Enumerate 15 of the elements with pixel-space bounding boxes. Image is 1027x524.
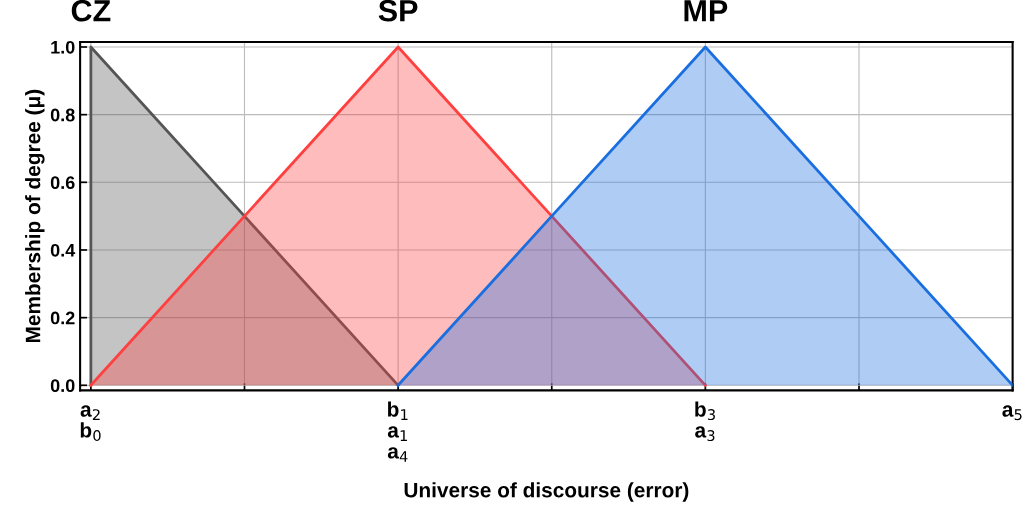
series-label: MP [684, 0, 728, 22]
x-tick-label: a$_{5}$ [1002, 405, 1022, 421]
y-tick-label: 0.6 [50, 176, 75, 190]
series-label: SP [378, 0, 418, 22]
y-tick-label: 0.0 [50, 379, 75, 393]
x-axis-title: Universe of discourse (error) [404, 482, 689, 502]
y-axis-title: Membership of degree (μ) [25, 89, 45, 343]
y-tick-label: 0.8 [50, 108, 75, 122]
x-tick-label: b$_{3}$ a$_{3}$ [695, 401, 715, 442]
y-tick-label: 0.4 [50, 243, 76, 257]
y-tick-label: 1.0 [51, 40, 75, 54]
x-tick-label: b$_{1}$ a$_{1}$ a$_{4}$ [387, 401, 408, 462]
y-tick-label: 0.2 [50, 311, 75, 325]
series-label: CZ [71, 0, 111, 22]
x-tick-label: a$_{2}$ b$_{0}$ [80, 405, 101, 442]
